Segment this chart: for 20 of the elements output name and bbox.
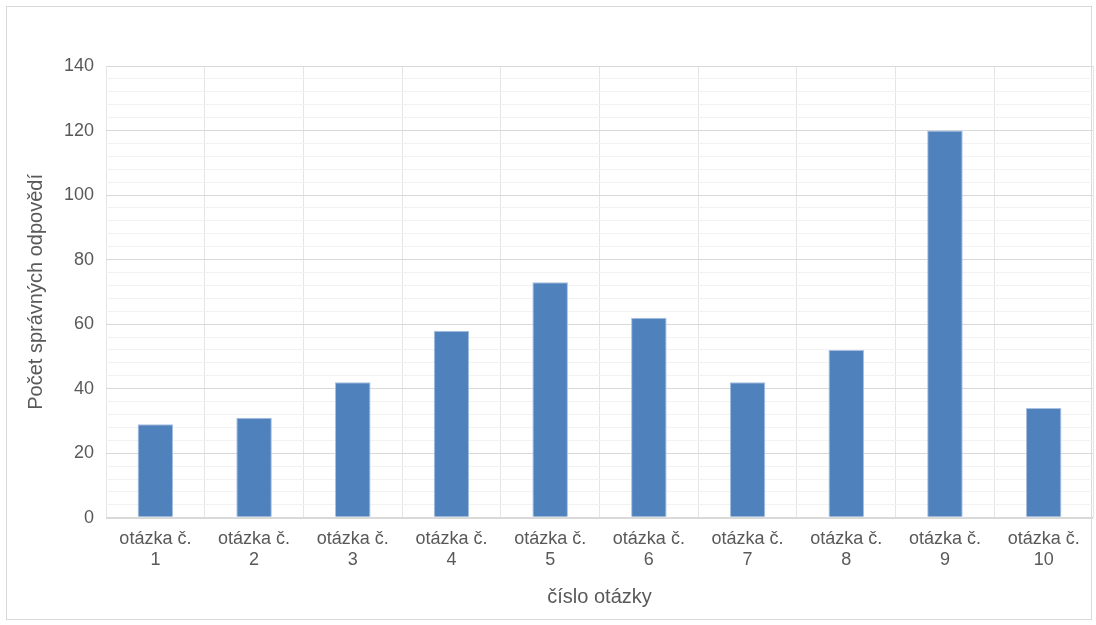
- y-axis-title: Počet správných odpovědí: [23, 173, 46, 410]
- y-tick-label: 40: [74, 377, 95, 398]
- x-axis-title: číslo otázky: [547, 584, 652, 607]
- y-tick-label: 20: [74, 442, 95, 463]
- x-tick-label: otázka č. 10: [1007, 527, 1080, 570]
- x-tick-label: otázka č. 8: [810, 527, 883, 570]
- y-tick-label: 60: [74, 313, 95, 334]
- y-tick-label: 0: [84, 506, 95, 527]
- x-tick-label: otázka č. 1: [119, 527, 192, 570]
- y-tick-label: 120: [63, 119, 95, 140]
- x-tick-label: otázka č. 2: [218, 527, 291, 570]
- y-tick-label: 140: [63, 54, 95, 75]
- y-tick-label: 100: [63, 184, 95, 205]
- y-tick-label: 80: [74, 248, 95, 269]
- x-tick-label: otázka č. 7: [711, 527, 784, 570]
- x-tick-label: otázka č. 4: [415, 527, 488, 570]
- x-tick-label: otázka č. 9: [908, 527, 981, 570]
- x-tick-label: otázka č. 6: [612, 527, 685, 570]
- x-tick-label: otázka č. 5: [514, 527, 587, 570]
- x-tick-label: otázka č. 3: [316, 527, 389, 570]
